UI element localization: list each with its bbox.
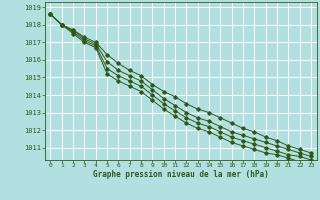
X-axis label: Graphe pression niveau de la mer (hPa): Graphe pression niveau de la mer (hPa) (93, 170, 269, 179)
